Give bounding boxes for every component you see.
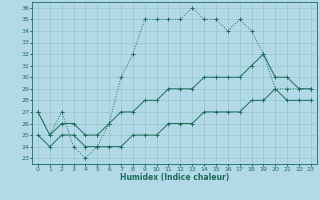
X-axis label: Humidex (Indice chaleur): Humidex (Indice chaleur) bbox=[120, 173, 229, 182]
